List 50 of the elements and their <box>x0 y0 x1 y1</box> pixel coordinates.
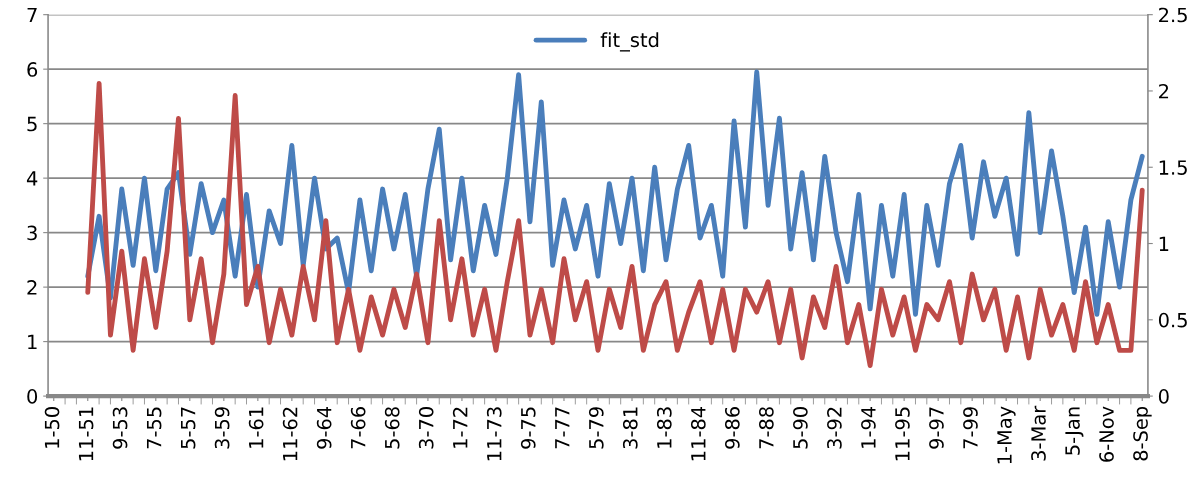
y-tick-label: 6 <box>27 62 38 77</box>
x-tick-label: 3-Mar <box>1031 405 1046 461</box>
x-tick-label: 11-84 <box>690 406 706 461</box>
x-tick-label: 9-97 <box>929 407 944 449</box>
x-tick-label: 11-51 <box>78 407 94 461</box>
x-tick-label: 6-Nov <box>1099 406 1114 462</box>
x-tick-label: 9-64 <box>316 406 332 449</box>
y-tick-label: 0 <box>27 389 38 404</box>
x-tick-label: 9-75 <box>520 407 536 449</box>
y-tick-label: 1 <box>28 334 37 349</box>
line-series <box>85 80 1145 369</box>
x-tick-label: 8-Sep <box>1133 406 1152 461</box>
x-tick-label: 1-83 <box>656 407 672 448</box>
x-tick-label: 11-73 <box>486 407 502 461</box>
x-tick-label: 5-79 <box>588 407 604 449</box>
x-tick-label: 11-95 <box>895 407 910 461</box>
x-tick-label: 1-May <box>997 406 1016 464</box>
x-tick-label: 5-Jan <box>1065 407 1084 455</box>
x-tick-label: 5-57 <box>181 407 196 449</box>
x-tick-label: 5-68 <box>384 407 400 449</box>
x-tick-label: 7-88 <box>759 407 774 449</box>
y2-tick-label: 2.5 <box>1159 7 1187 23</box>
x-tick-label: 11-62 <box>282 407 298 461</box>
x-tick-label: 9-86 <box>724 407 740 449</box>
y-tick-label: 3 <box>27 225 37 241</box>
x-tick-label: 3-81 <box>622 407 638 449</box>
y-tick-label: 2 <box>27 280 37 295</box>
x-tick-label: 5-90 <box>793 407 808 449</box>
x-tick-label: 9-53 <box>112 407 128 449</box>
y-tick-label: 4 <box>26 171 38 186</box>
x-tick-label: 7-77 <box>555 407 570 449</box>
x-tick-label: 1-72 <box>452 407 468 448</box>
y2-tick-label: 0.5 <box>1158 312 1187 328</box>
x-tick-label: 7-66 <box>350 407 366 449</box>
x-tick-label: 3-59 <box>214 407 230 449</box>
x-tick-label: 1-50 <box>44 407 60 448</box>
x-tick-label: 1-94 <box>861 406 876 448</box>
line-series <box>85 69 1145 317</box>
y2-tick-label: 1 <box>1159 236 1169 251</box>
y-tick-label: 7 <box>27 7 37 23</box>
x-tick-label: 1-61 <box>248 407 264 448</box>
x-tick-label: 7-55 <box>146 407 162 449</box>
x-tick-label: 7-99 <box>963 407 978 449</box>
y-tick-label: 5 <box>27 116 37 132</box>
x-tick-label: 3-92 <box>827 407 842 449</box>
y2-tick-label: 0 <box>1158 389 1169 404</box>
y2-tick-label: 1.5 <box>1159 160 1187 175</box>
x-tick-label: 3-70 <box>418 407 434 449</box>
y2-tick-label: 2 <box>1159 83 1169 99</box>
legend-label: fit_std <box>600 32 659 52</box>
